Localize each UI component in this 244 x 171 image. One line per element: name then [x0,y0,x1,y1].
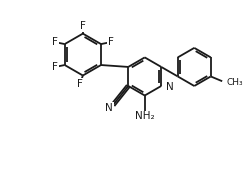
Text: N: N [166,82,174,92]
Text: N: N [105,103,113,113]
Text: NH₂: NH₂ [135,111,154,121]
Text: F: F [52,37,58,47]
Text: F: F [77,79,83,89]
Text: F: F [52,62,58,72]
Text: F: F [108,37,113,47]
Text: F: F [80,21,86,31]
Text: CH₃: CH₃ [227,78,244,87]
